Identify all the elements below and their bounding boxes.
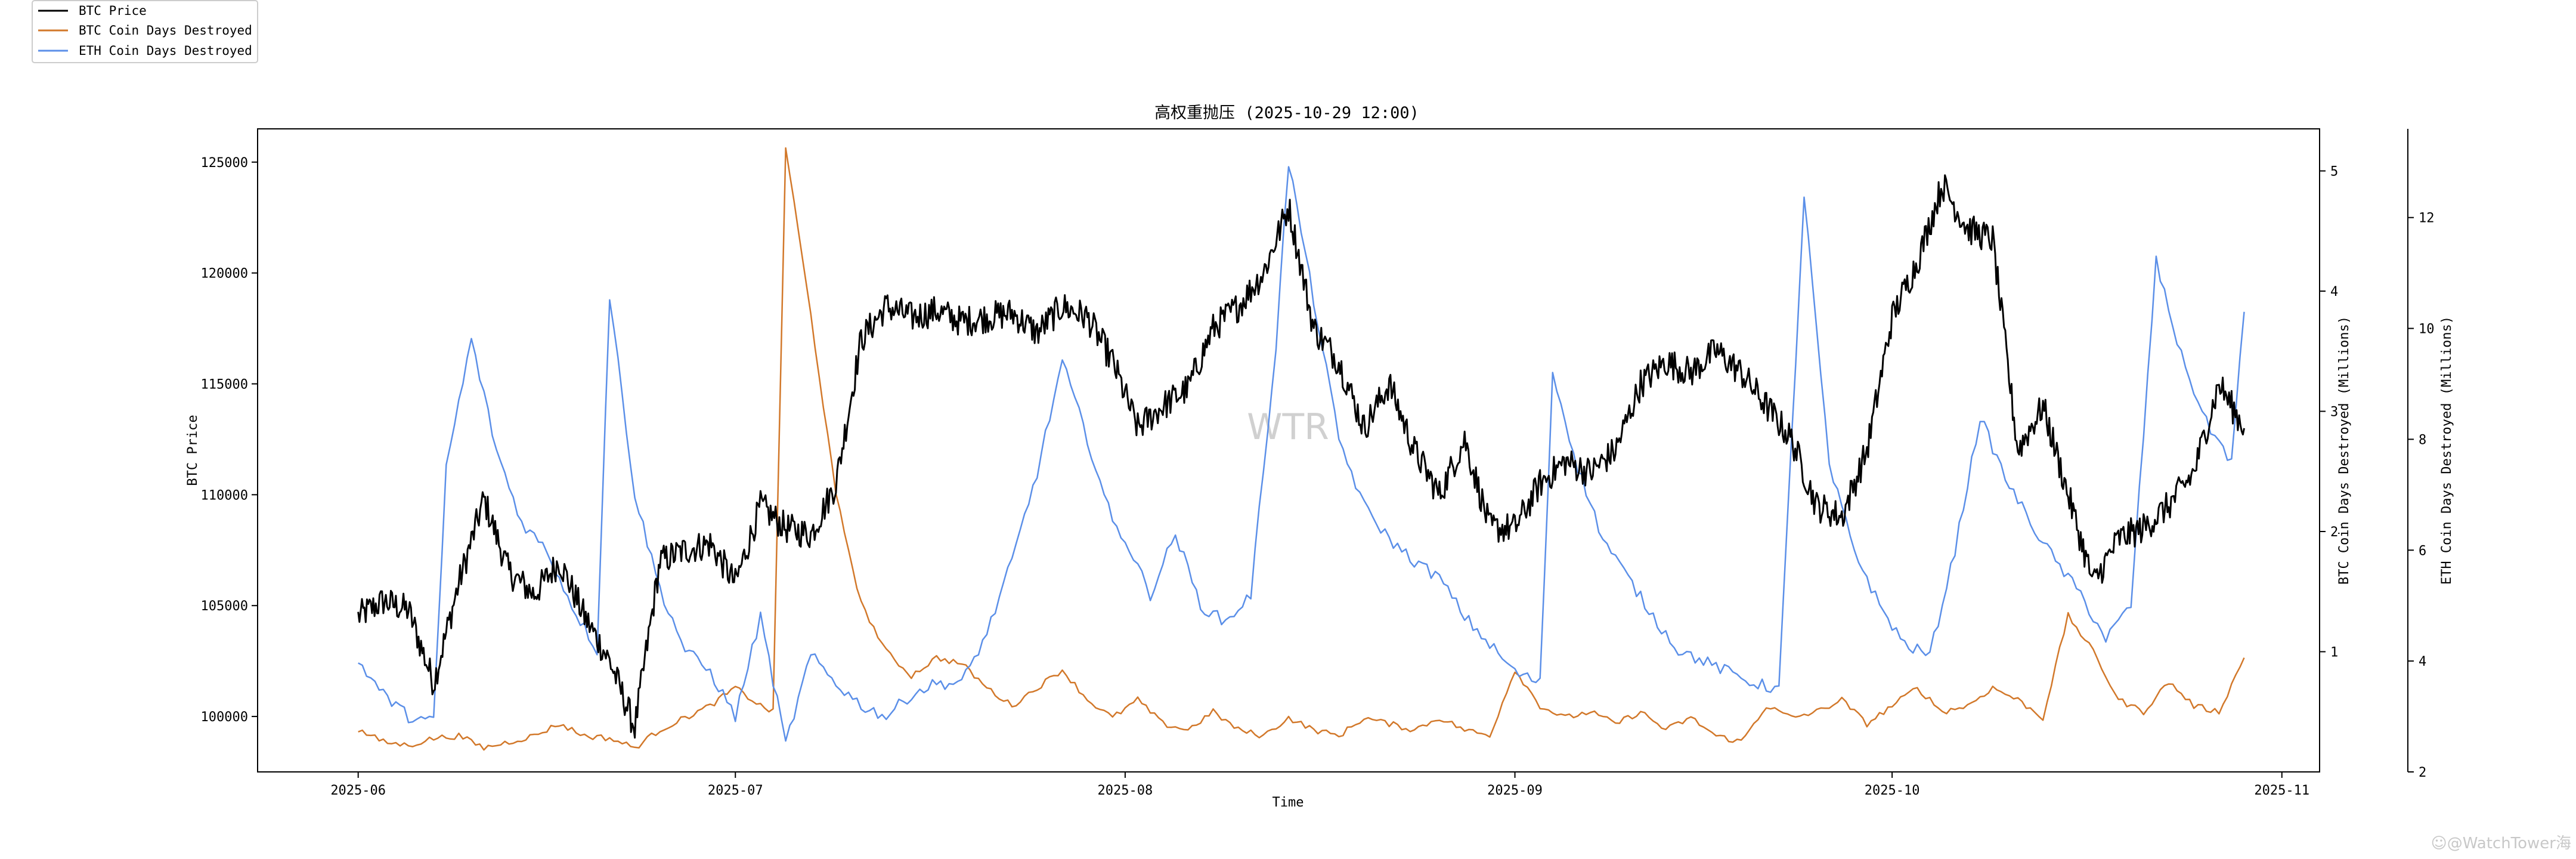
series-line-btc-coin-days-destroyed xyxy=(358,147,2245,751)
y-right1-tick-label: 2 xyxy=(2330,525,2338,540)
series-layer xyxy=(357,147,2245,751)
y-left-tick-label: 120000 xyxy=(201,267,248,282)
y-left-tick-label: 125000 xyxy=(201,156,248,171)
y-left-axis-ticks: 100000 105000 110000 115000 120000 125000 xyxy=(201,156,258,725)
y-right2-tick-label: 10 xyxy=(2419,322,2435,337)
y-left-tick-label: 110000 xyxy=(201,488,248,503)
watermark-corner: ☺@WatchTower海 xyxy=(2431,835,2571,852)
x-tick-label: 2025-08 xyxy=(1098,783,1153,798)
y-right2-tick-label: 8 xyxy=(2419,432,2426,447)
y-right2-tick-label: 12 xyxy=(2419,211,2435,226)
x-tick-label: 2025-07 xyxy=(708,783,763,798)
y-right2-tick-label: 6 xyxy=(2419,543,2426,558)
series-line-eth-coin-days-destroyed xyxy=(358,166,2245,742)
x-tick-label: 2025-10 xyxy=(1865,783,1920,798)
plot-frame xyxy=(257,128,2320,773)
x-axis-ticks: 2025-06 2025-07 2025-08 2025-09 2025-10 2025-… xyxy=(330,772,2309,798)
y-right2-axis-label: ETH Coin Days Destroyed (Millions) xyxy=(2439,316,2454,585)
y-left-tick-label: 100000 xyxy=(201,710,248,725)
watermark-center: WTR xyxy=(1247,406,1329,448)
y-right1-tick-label: 1 xyxy=(2330,645,2338,660)
y-left-axis-label: BTC Price xyxy=(185,415,200,486)
x-tick-label: 2025-06 xyxy=(330,783,386,798)
y-right2-axis-ticks: 2 4 6 8 10 12 xyxy=(2408,211,2435,780)
legend: BTC Price BTC Coin Days Destroyed ETH Co… xyxy=(32,0,258,63)
y-right2-tick-label: 4 xyxy=(2419,654,2426,669)
y-right1-tick-label: 4 xyxy=(2330,285,2338,299)
y-right2-tick-label: 2 xyxy=(2419,765,2426,780)
series-line-btc-price xyxy=(357,174,2245,739)
y-right1-axis-ticks: 1 2 3 4 5 xyxy=(2320,165,2338,660)
x-axis-label: Time xyxy=(1272,795,1304,810)
legend-box xyxy=(32,0,258,63)
y-right1-axis-label: BTC Coin Days Destroyed (Millions) xyxy=(2337,316,2352,585)
chart-title: 高权重抛压 (2025-10-29 12:00) xyxy=(1154,104,1419,122)
y-left-tick-label: 115000 xyxy=(201,377,248,392)
x-tick-label: 2025-11 xyxy=(2254,783,2309,798)
x-tick-label: 2025-09 xyxy=(1487,783,1543,798)
legend-label-btc-cdd: BTC Coin Days Destroyed xyxy=(79,23,252,38)
legend-label-btc-price: BTC Price xyxy=(79,4,147,18)
y-right1-tick-label: 5 xyxy=(2330,165,2338,180)
legend-label-eth-cdd: ETH Coin Days Destroyed xyxy=(79,44,252,58)
y-right1-tick-label: 3 xyxy=(2330,405,2338,420)
y-left-tick-label: 105000 xyxy=(201,599,248,614)
